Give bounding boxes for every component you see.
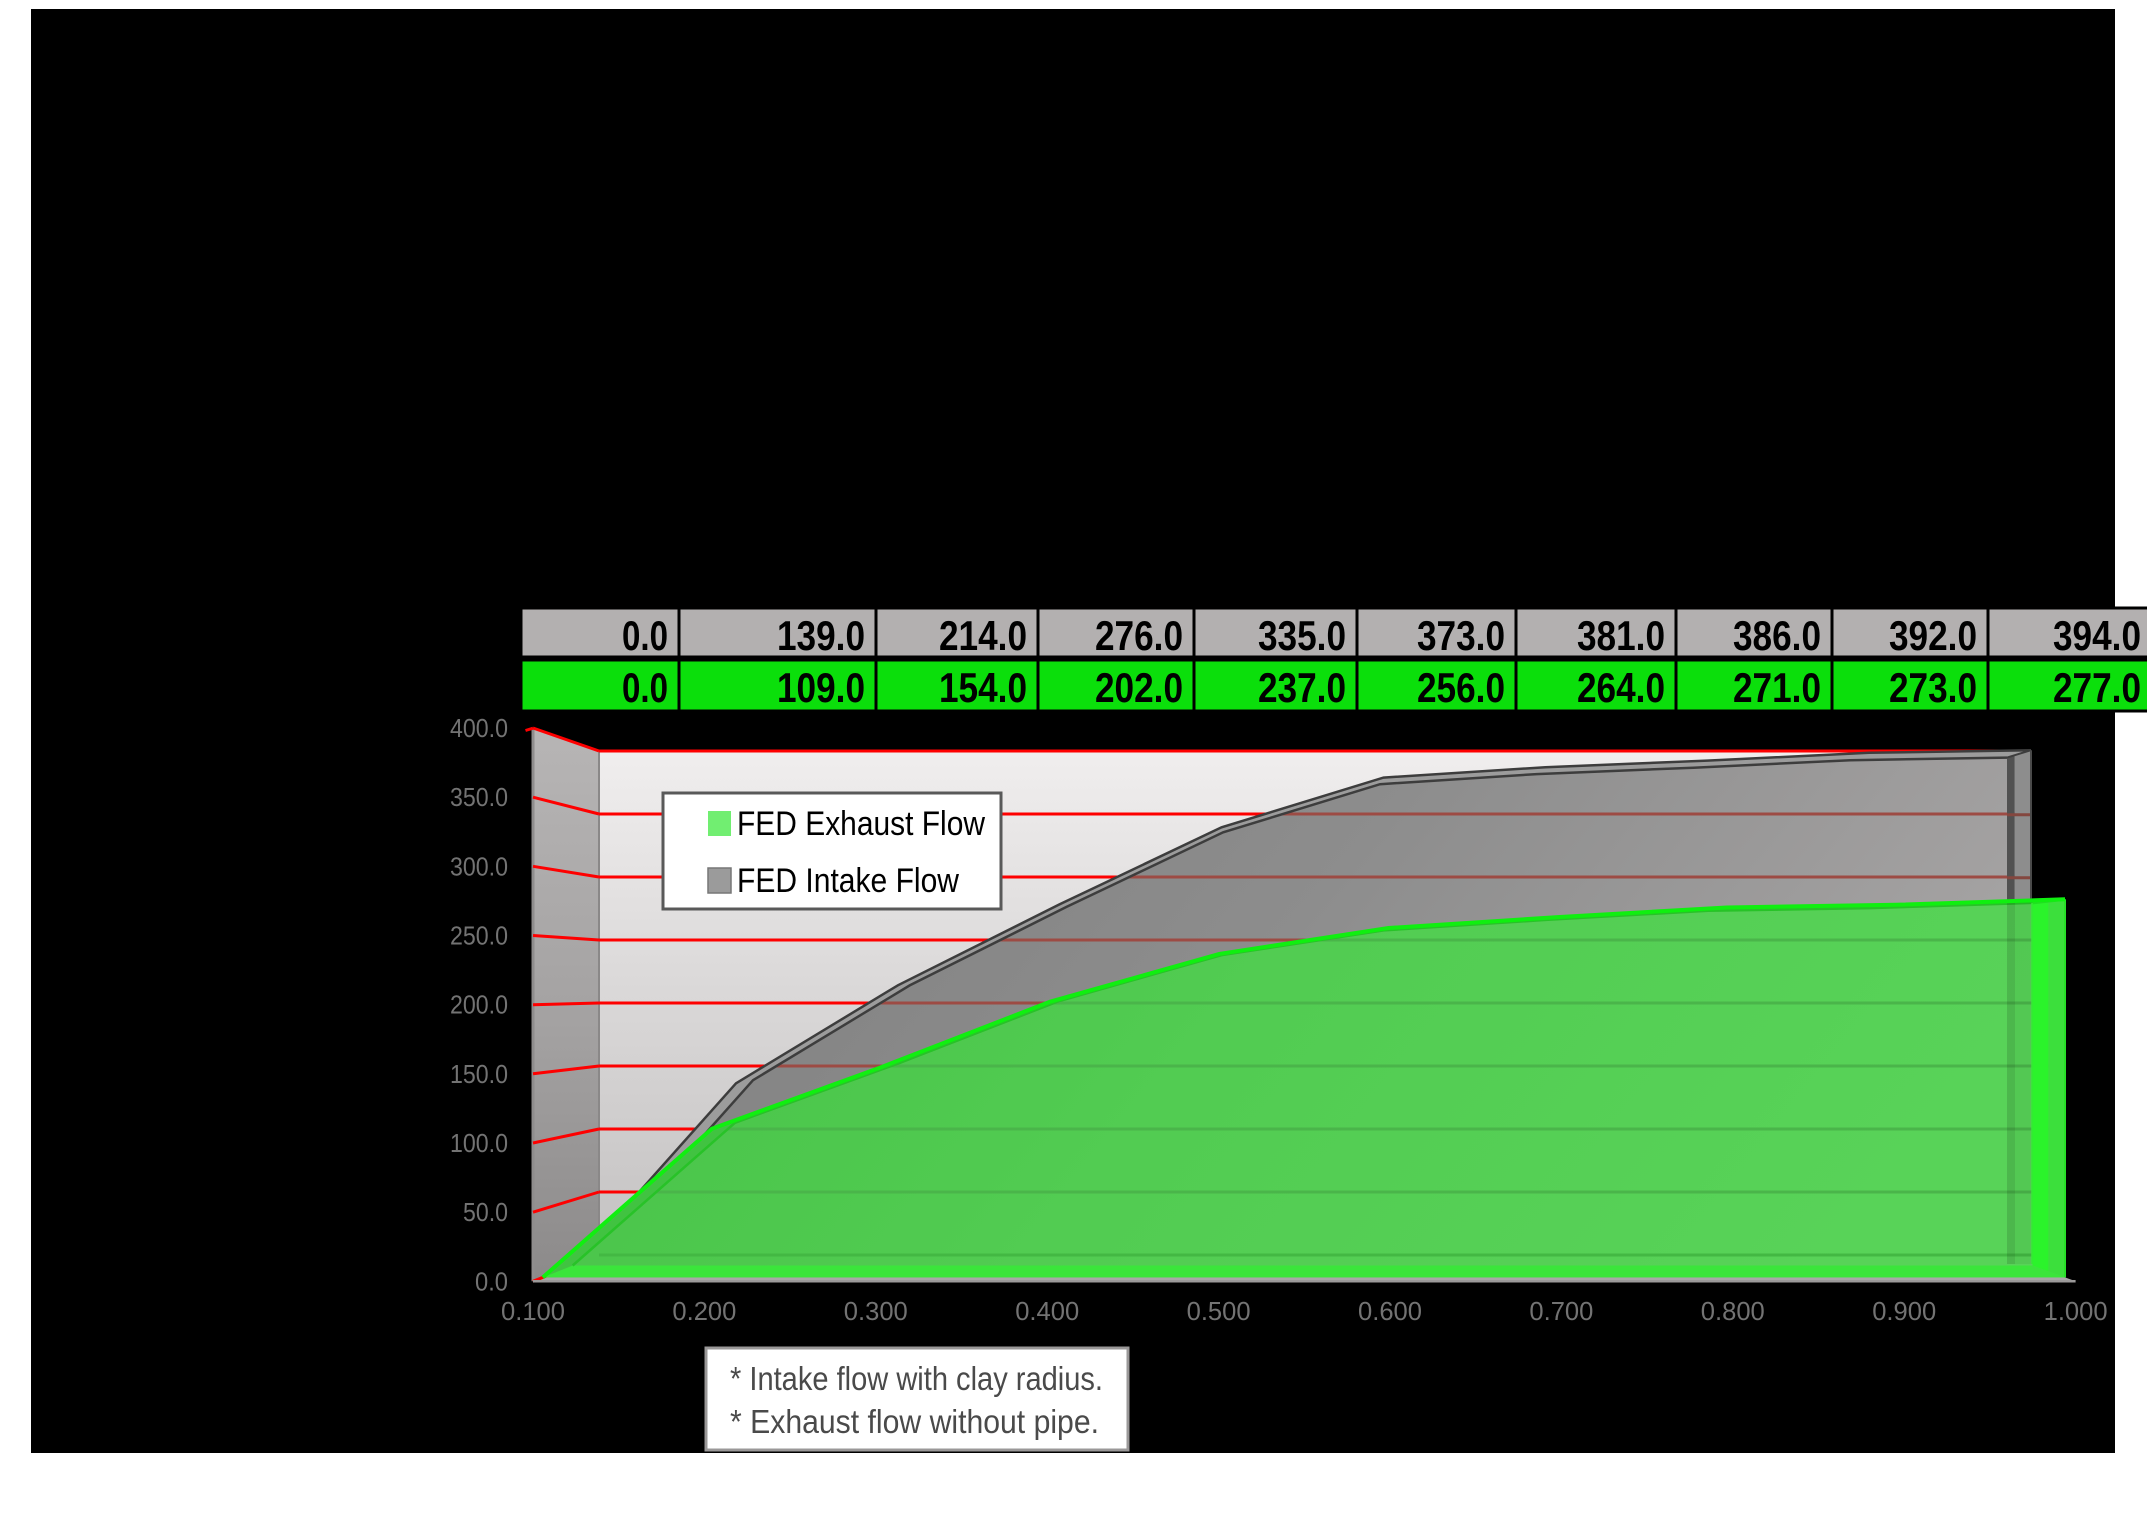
svg-text:0.900: 0.900 (1872, 1296, 1936, 1326)
svg-text:1.000: 1.000 (2044, 1296, 2108, 1326)
svg-text:400.0: 400.0 (450, 713, 508, 743)
svg-text:154.0: 154.0 (939, 664, 1027, 711)
svg-text:373.0: 373.0 (1417, 612, 1505, 659)
svg-text:264.0: 264.0 (1577, 664, 1665, 711)
svg-text:* Exhaust flow without pipe.: * Exhaust flow without pipe. (730, 1403, 1099, 1440)
svg-text:0.500: 0.500 (1187, 1296, 1251, 1326)
svg-text:139.0: 139.0 (777, 612, 865, 659)
svg-text:100.0: 100.0 (450, 1128, 508, 1158)
svg-text:271.0: 271.0 (1733, 664, 1821, 711)
svg-text:350.0: 350.0 (450, 782, 508, 812)
svg-text:200.0: 200.0 (450, 990, 508, 1020)
svg-text:0.700: 0.700 (1529, 1296, 1593, 1326)
svg-text:0.200: 0.200 (672, 1296, 736, 1326)
svg-text:0.0: 0.0 (622, 612, 668, 659)
svg-text:394.0: 394.0 (2053, 612, 2141, 659)
svg-text:FED Exhaust Flow: FED Exhaust Flow (737, 805, 985, 843)
svg-text:277.0: 277.0 (2053, 664, 2141, 711)
svg-text:50.0: 50.0 (463, 1197, 508, 1227)
svg-text:0.800: 0.800 (1701, 1296, 1765, 1326)
svg-text:273.0: 273.0 (1889, 664, 1977, 711)
svg-text:0.300: 0.300 (844, 1296, 908, 1326)
svg-text:381.0: 381.0 (1577, 612, 1665, 659)
svg-text:237.0: 237.0 (1258, 664, 1346, 711)
svg-text:0.600: 0.600 (1358, 1296, 1422, 1326)
svg-text:392.0: 392.0 (1889, 612, 1977, 659)
svg-text:250.0: 250.0 (450, 921, 508, 951)
svg-text:202.0: 202.0 (1095, 664, 1183, 711)
svg-text:256.0: 256.0 (1417, 664, 1505, 711)
svg-text:335.0: 335.0 (1258, 612, 1346, 659)
svg-text:150.0: 150.0 (450, 1059, 508, 1089)
svg-text:214.0: 214.0 (939, 612, 1027, 659)
svg-text:276.0: 276.0 (1095, 612, 1183, 659)
svg-text:* Intake flow with clay radius: * Intake flow with clay radius. (730, 1360, 1103, 1397)
svg-text:FED Intake Flow: FED Intake Flow (737, 862, 959, 900)
svg-text:386.0: 386.0 (1733, 612, 1821, 659)
svg-text:109.0: 109.0 (777, 664, 865, 711)
svg-text:300.0: 300.0 (450, 851, 508, 881)
svg-text:0.0: 0.0 (622, 664, 668, 711)
svg-text:0.400: 0.400 (1015, 1296, 1079, 1326)
svg-text:0.100: 0.100 (501, 1296, 565, 1326)
svg-text:0.0: 0.0 (475, 1266, 508, 1296)
